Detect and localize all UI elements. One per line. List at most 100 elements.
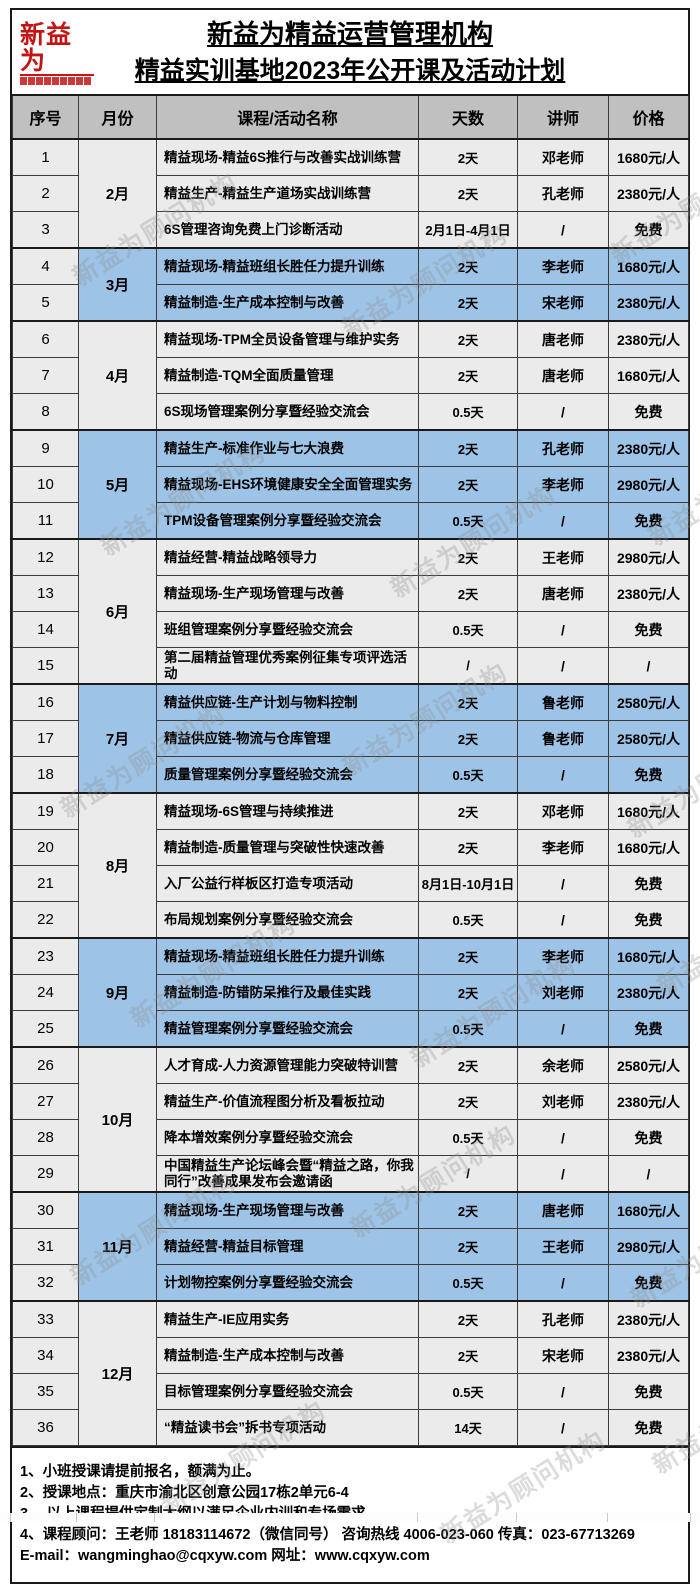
cell-row-number: 15 <box>12 647 79 685</box>
note-line: 2、授课地点：重庆市渝北区创意公园17栋2单元6-4 <box>20 1485 349 1501</box>
cell-days: 2天 <box>418 429 518 467</box>
table-row: 12 6月 精益经营-精益战略领导力 2天 王老师 2980元/人 <box>12 538 689 685</box>
cell-price: 1680元/人 <box>608 937 689 975</box>
cell-teacher: 邓老师 <box>517 792 609 830</box>
table-row: 6 4月 精益现场-TPM全员设备管理与维护实务 2天 唐老师 2380元/人 <box>12 320 689 431</box>
cell-price: 免费 <box>608 1264 689 1302</box>
cell-days: 2天 <box>418 357 518 394</box>
cell-price: 免费 <box>608 1409 689 1446</box>
cell-teacher: / <box>517 647 609 685</box>
cell-row-number: 21 <box>12 865 79 902</box>
cell-course-name: 精益供应链-生产计划与物料控制 <box>156 683 419 721</box>
cell-days: 2天 <box>418 1191 518 1229</box>
cell-days: 2天 <box>418 138 518 176</box>
table-row: 15 第二届精益管理优秀案例征集专项评选活动 / / / <box>12 647 689 685</box>
cell-price: 2380元/人 <box>608 429 689 467</box>
note-line: 1、小班授课请提前报名，额满为止。 <box>20 1464 261 1480</box>
cell-teacher: / <box>517 1373 609 1410</box>
cell-course-name: 精益制造-生产成本控制与改善 <box>156 284 419 322</box>
logo-text: 新益为 <box>20 22 94 76</box>
cell-days: 2天 <box>418 829 518 866</box>
cell-course-name: “精益读书会”拆书专项活动 <box>156 1409 419 1446</box>
cell-teacher: 刘老师 <box>517 974 609 1011</box>
table-row: 22 布局规划案例分享暨经验交流会 0.5天 / 免费 <box>12 901 689 939</box>
table-row: 27 精益生产-价值流程图分析及看板拉动 2天 刘老师 2380元/人 <box>12 1083 689 1120</box>
cell-teacher: / <box>517 502 609 540</box>
cell-price: 1680元/人 <box>608 1191 689 1229</box>
cell-row-number: 3 <box>12 211 79 249</box>
cell-days: 2天 <box>418 466 518 503</box>
cell-days: 0.5天 <box>418 1119 518 1156</box>
cell-course-name: 精益现场-精益6S推行与改善实战训练营 <box>156 138 419 176</box>
column-header-1: 月份 <box>78 94 157 140</box>
cell-price: 2580元/人 <box>608 720 689 757</box>
cell-price: 1680元/人 <box>608 792 689 830</box>
table-row: 3 6S管理咨询免费上门诊断活动 2月1日-4月1日 / 免费 <box>12 211 689 249</box>
table-row: 31 精益经营-精益目标管理 2天 王老师 2980元/人 <box>12 1228 689 1265</box>
cell-teacher: 王老师 <box>517 538 609 576</box>
cell-price: 免费 <box>608 756 689 794</box>
cell-course-name: 第二届精益管理优秀案例征集专项评选活动 <box>156 647 419 685</box>
cell-days: 2天 <box>418 937 518 975</box>
cell-price: 2380元/人 <box>608 320 689 358</box>
cell-teacher: 宋老师 <box>517 1337 609 1374</box>
cell-teacher: / <box>517 1155 609 1193</box>
cell-teacher: / <box>517 1119 609 1156</box>
cell-course-name: 精益生产-IE应用实务 <box>156 1300 419 1338</box>
cell-course-name: 6S管理咨询免费上门诊断活动 <box>156 211 419 249</box>
table-row: 18 质量管理案例分享暨经验交流会 0.5天 / 免费 <box>12 756 689 794</box>
cell-days: 2天 <box>418 575 518 612</box>
cell-row-number: 30 <box>12 1191 79 1229</box>
cell-month: 12月 <box>78 1300 157 1446</box>
table-row: 2 精益生产-精益生产道场实战训练营 2天 孔老师 2380元/人 <box>12 175 689 212</box>
cell-teacher: 刘老师 <box>517 1083 609 1120</box>
cell-days: 0.5天 <box>418 901 518 939</box>
cell-row-number: 28 <box>12 1119 79 1156</box>
table-row: 10 精益现场-EHS环境健康安全全面管理实务 2天 李老师 2980元/人 <box>12 466 689 503</box>
cell-row-number: 22 <box>12 901 79 939</box>
cell-price: 2580元/人 <box>608 683 689 721</box>
cell-price: 2380元/人 <box>608 1337 689 1374</box>
cell-row-number: 33 <box>12 1300 79 1338</box>
cell-price: 1680元/人 <box>608 138 689 176</box>
cell-teacher: / <box>517 865 609 902</box>
cell-days: 2天 <box>418 1046 518 1084</box>
cell-row-number: 35 <box>12 1373 79 1410</box>
cell-teacher: 宋老师 <box>517 284 609 322</box>
sheet-bottom-gridlines <box>0 1513 700 1522</box>
table-row: 7 精益制造-TQM全面质量管理 2天 唐老师 1680元/人 <box>12 357 689 394</box>
cell-row-number: 6 <box>12 320 79 358</box>
cell-row-number: 11 <box>12 502 79 540</box>
cell-course-name: 精益现场-精益班组长胜任力提升训练 <box>156 937 419 975</box>
cell-row-number: 23 <box>12 937 79 975</box>
cell-price: 2380元/人 <box>608 575 689 612</box>
cell-days: 14天 <box>418 1409 518 1446</box>
cell-price: 免费 <box>608 211 689 249</box>
cell-price: / <box>608 647 689 685</box>
cell-row-number: 18 <box>12 756 79 794</box>
cell-course-name: 目标管理案例分享暨经验交流会 <box>156 1373 419 1410</box>
note-line: E-mail：wangminghao@cqxyw.com 网址：www.cqxy… <box>20 1548 430 1564</box>
cell-row-number: 8 <box>12 393 79 431</box>
table-row: 25 精益管理案例分享暨经验交流会 0.5天 / 免费 <box>12 1010 689 1048</box>
cell-teacher: 鲁老师 <box>517 720 609 757</box>
cell-price: 免费 <box>608 611 689 648</box>
cell-price: 免费 <box>608 1010 689 1048</box>
cell-price: 2980元/人 <box>608 538 689 576</box>
cell-course-name: 精益生产-标准作业与七大浪费 <box>156 429 419 467</box>
cell-teacher: / <box>517 211 609 249</box>
org-title: 新益为精益运营管理机构 <box>206 19 493 49</box>
cell-teacher: / <box>517 1010 609 1048</box>
cell-days: 2天 <box>418 247 518 285</box>
cell-teacher: / <box>517 611 609 648</box>
cell-days: 2天 <box>418 720 518 757</box>
table-row: 9 5月 精益生产-标准作业与七大浪费 2天 孔老师 2380元/人 <box>12 429 689 540</box>
cell-course-name: 降本增效案例分享暨经验交流会 <box>156 1119 419 1156</box>
cell-price: 1680元/人 <box>608 829 689 866</box>
cell-teacher: 余老师 <box>517 1046 609 1084</box>
cell-course-name: 布局规划案例分享暨经验交流会 <box>156 901 419 939</box>
cell-row-number: 34 <box>12 1337 79 1374</box>
cell-teacher: 李老师 <box>517 937 609 975</box>
cell-price: 免费 <box>608 502 689 540</box>
table-row: 29 中国精益生产论坛峰会暨“精益之路，你我同行”改善成果发布会邀请函 / / / <box>12 1155 689 1193</box>
